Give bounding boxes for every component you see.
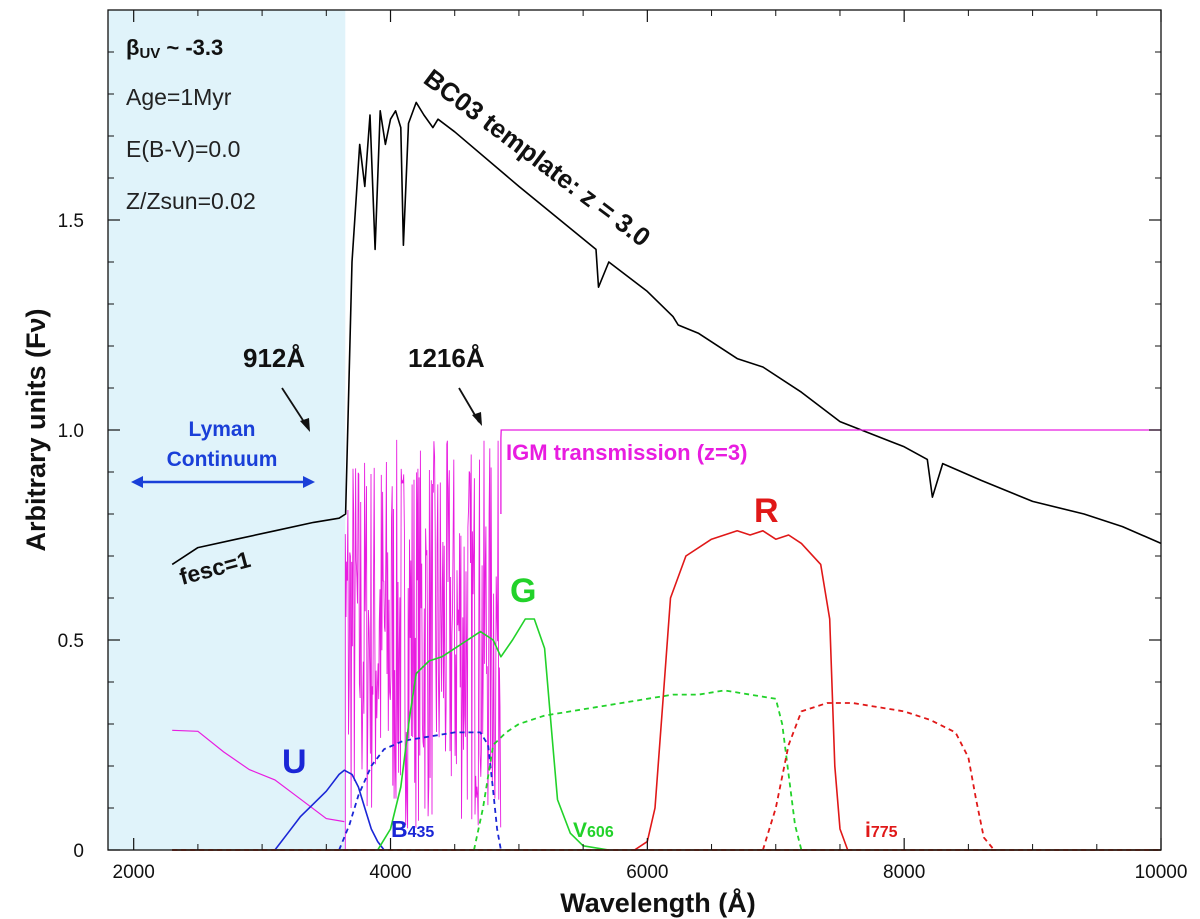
lyman-break-arrowhead xyxy=(300,418,310,432)
beta-uv-label: βUV ~ -3.3 xyxy=(126,35,223,62)
x-tick-label: 10000 xyxy=(1135,862,1188,883)
y-tick-label: 1.0 xyxy=(58,421,84,442)
series-g xyxy=(377,618,609,851)
series-igm-pre-break xyxy=(172,729,345,823)
x-tick-label: 8000 xyxy=(883,862,925,883)
series-igm-unity xyxy=(500,429,1161,514)
igm-label: IGM transmission (z=3) xyxy=(506,440,747,465)
metallicity-label: Z/Zsun=0.02 xyxy=(126,188,256,214)
ticks-layer: 2000 4000 6000 8000 10000 0 0.5 1.0 1.5 xyxy=(58,10,1188,883)
series-u xyxy=(274,769,385,851)
series-bc03-template-z-3-0 xyxy=(171,101,1162,566)
template-label: BC03 template: z = 3.0 xyxy=(418,63,656,253)
lyman-label-line1: Lyman xyxy=(189,418,256,441)
x-tick-label: 6000 xyxy=(626,862,668,883)
lya-label: 1216Å xyxy=(408,343,485,373)
series-b435 xyxy=(338,731,502,851)
ebv-label: E(B-V)=0.0 xyxy=(126,136,240,162)
series-r xyxy=(634,530,849,851)
lyman-break-label: 912Å xyxy=(243,343,305,373)
band-label-b435: B435 xyxy=(391,816,434,842)
x-tick-label: 2000 xyxy=(113,862,155,883)
band-label-r: R xyxy=(754,492,779,530)
band-label-u: U xyxy=(282,743,307,781)
lyman-continuum-region xyxy=(108,10,346,850)
band-label-v606: V606 xyxy=(573,819,614,842)
series-i775 xyxy=(762,702,995,851)
series-igm-forest xyxy=(344,439,502,850)
y-axis-title: Arbitrary units (Fν) xyxy=(21,308,51,551)
band-label-g: G xyxy=(510,572,536,610)
lyman-label-line2: Continuum xyxy=(167,448,278,471)
x-axis-title: Wavelength (Å) xyxy=(560,887,756,918)
series-v606 xyxy=(473,689,803,851)
band-label-i775: i775 xyxy=(865,819,898,842)
age-label: Age=1Myr xyxy=(126,84,232,110)
y-tick-label: 0.5 xyxy=(58,631,84,652)
x-tick-label: 4000 xyxy=(369,862,411,883)
lyman-range-arrowhead-right xyxy=(303,476,315,488)
lyman-range-arrowhead-left xyxy=(131,476,143,488)
y-tick-label: 0 xyxy=(73,841,84,862)
y-tick-label: 1.5 xyxy=(58,211,84,232)
lya-arrowhead xyxy=(472,412,482,426)
